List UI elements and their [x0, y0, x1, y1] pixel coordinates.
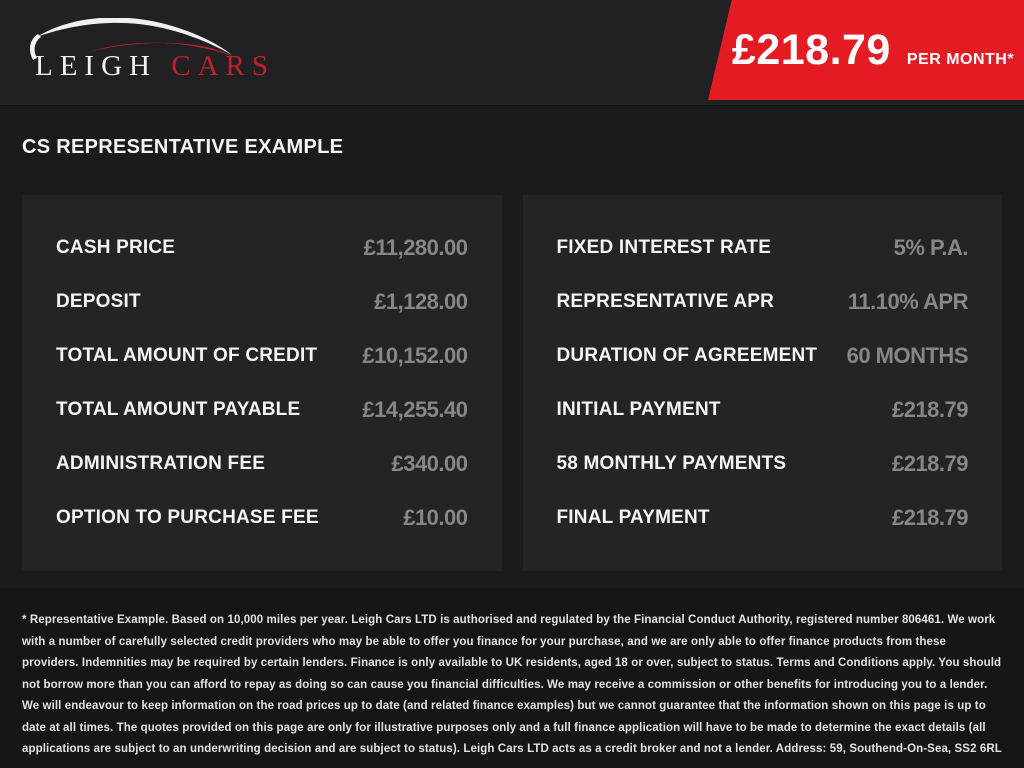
- logo-text: LEIGH CARS: [35, 50, 268, 83]
- finance-value: £11,280.00: [363, 235, 468, 260]
- finance-value: 60 MONTHS: [846, 343, 969, 368]
- finance-label: INITIAL PAYMENT: [556, 399, 721, 420]
- monthly-price-amount: £218.79: [731, 26, 891, 74]
- row-final-payment: FINAL PAYMENT £218.79: [557, 505, 969, 531]
- finance-label: DURATION OF AGREEMENT: [556, 345, 818, 366]
- finance-value: £340.00: [391, 451, 468, 476]
- finance-value: £10.00: [403, 505, 468, 530]
- finance-panel-left: CASH PRICE £11,280.00 DEPOSIT £1,128.00 …: [22, 195, 502, 571]
- row-fixed-interest-rate: FIXED INTEREST RATE 5% P.A.: [557, 235, 969, 261]
- finance-label: FIXED INTEREST RATE: [556, 237, 772, 258]
- finance-label: 58 MONTHLY PAYMENTS: [556, 453, 787, 474]
- finance-panels: CASH PRICE £11,280.00 DEPOSIT £1,128.00 …: [22, 195, 1002, 571]
- row-administration-fee: ADMINISTRATION FEE £340.00: [56, 451, 468, 477]
- finance-label: DEPOSIT: [56, 291, 141, 312]
- finance-label: CASH PRICE: [56, 237, 176, 258]
- finance-label: FINAL PAYMENT: [556, 507, 710, 528]
- finance-value: £218.79: [891, 505, 969, 530]
- row-total-amount-of-credit: TOTAL AMOUNT OF CREDIT £10,152.00: [56, 343, 468, 369]
- header: LEIGH CARS £218.79 PER MONTH*: [0, 0, 1024, 106]
- finance-value: £218.79: [891, 451, 969, 476]
- row-representative-apr: REPRESENTATIVE APR 11.10% APR: [557, 289, 969, 315]
- finance-panel-right: FIXED INTEREST RATE 5% P.A. REPRESENTATI…: [522, 195, 1002, 571]
- finance-value: £1,128.00: [374, 289, 468, 314]
- page-title: CS REPRESENTATIVE EXAMPLE: [22, 136, 344, 158]
- finance-value: £218.79: [891, 397, 969, 422]
- finance-value: 11.10% APR: [847, 289, 969, 314]
- footer: * Representative Example. Based on 10,00…: [0, 588, 1024, 768]
- representative-example-disclaimer: * Representative Example. Based on 10,00…: [22, 614, 1002, 755]
- car-silhouette-icon: [30, 18, 235, 60]
- main-content: CS REPRESENTATIVE EXAMPLE CASH PRICE £11…: [0, 106, 1024, 571]
- monthly-price-suffix: PER MONTH*: [906, 51, 1015, 68]
- row-total-amount-payable: TOTAL AMOUNT PAYABLE £14,255.40: [56, 397, 468, 423]
- row-initial-payment: INITIAL PAYMENT £218.79: [557, 397, 969, 423]
- finance-label: ADMINISTRATION FEE: [56, 453, 266, 474]
- finance-value: £10,152.00: [362, 343, 468, 368]
- logo-word-cars: CARS: [171, 50, 275, 82]
- row-duration-of-agreement: DURATION OF AGREEMENT 60 MONTHS: [557, 343, 969, 369]
- finance-value: £14,255.40: [362, 397, 468, 422]
- finance-label: TOTAL AMOUNT PAYABLE: [56, 399, 301, 420]
- monthly-price-banner: £218.79 PER MONTH*: [708, 0, 1024, 100]
- row-cash-price: CASH PRICE £11,280.00: [56, 235, 468, 261]
- finance-label: TOTAL AMOUNT OF CREDIT: [56, 345, 318, 366]
- finance-label: OPTION TO PURCHASE FEE: [56, 507, 319, 528]
- finance-label: REPRESENTATIVE APR: [556, 291, 775, 312]
- logo-word-leigh: LEIGH: [35, 50, 157, 82]
- finance-value: 5% P.A.: [893, 235, 969, 260]
- row-option-to-purchase-fee: OPTION TO PURCHASE FEE £10.00: [56, 505, 468, 531]
- row-58-monthly-payments: 58 MONTHLY PAYMENTS £218.79: [557, 451, 969, 477]
- row-deposit: DEPOSIT £1,128.00: [56, 289, 468, 315]
- leigh-cars-logo[interactable]: LEIGH CARS: [25, 18, 268, 90]
